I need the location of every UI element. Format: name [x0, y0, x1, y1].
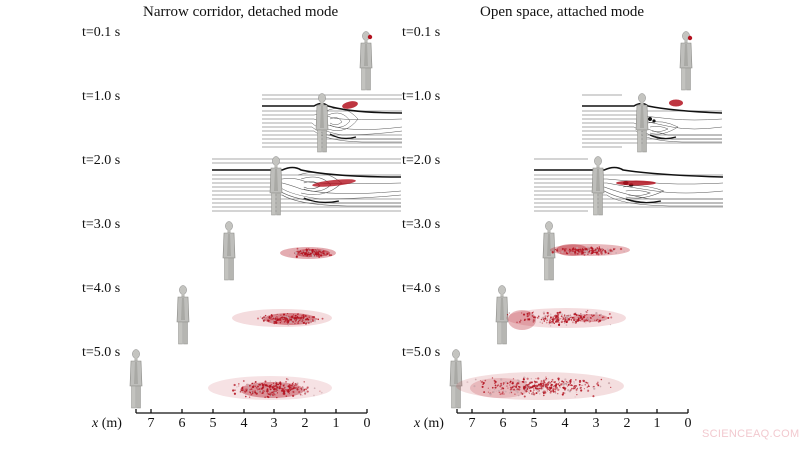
panel-title-right: Open space, attached mode [480, 4, 645, 20]
x-axis-title-left: x (m) [92, 416, 122, 431]
person-figure [359, 31, 373, 91]
x-tick-label: 0 [363, 416, 371, 431]
x-tick-label: 4 [561, 416, 569, 431]
x-tick-label: 5 [530, 416, 538, 431]
time-label: t=4.0 s [82, 281, 121, 296]
streamline-plot [261, 94, 403, 148]
x-tick-label: 2 [623, 416, 631, 431]
x-tick-label: 3 [270, 416, 278, 431]
time-label: t=3.0 s [82, 217, 121, 232]
x-tick-label: 1 [332, 416, 340, 431]
time-label: t=3.0 s [402, 217, 441, 232]
watermark: SCIENCEAQ.COM [702, 428, 800, 440]
time-label: t=2.0 s [402, 153, 441, 168]
x-tick-label: 6 [178, 416, 186, 431]
x-tick-label: 7 [468, 416, 476, 431]
time-label: t=0.1 s [82, 25, 121, 40]
x-tick-label: 7 [147, 416, 155, 431]
x-tick-label: 6 [499, 416, 507, 431]
time-label: t=5.0 s [82, 345, 121, 360]
time-label: t=2.0 s [82, 153, 121, 168]
x-axis-left [135, 409, 368, 414]
x-tick-label: 2 [301, 416, 309, 431]
time-label: t=5.0 s [402, 345, 441, 360]
x-axis-right [456, 409, 689, 414]
time-label: t=0.1 s [402, 25, 441, 40]
x-tick-label: 5 [209, 416, 217, 431]
streamline-plot [210, 157, 403, 213]
x-tick-label: 1 [653, 416, 661, 431]
time-label: t=1.0 s [402, 89, 441, 104]
x-axis-title-right: x (m) [414, 416, 444, 431]
x-tick-label: 4 [240, 416, 248, 431]
time-label: t=4.0 s [402, 281, 441, 296]
x-tick-label: 0 [684, 416, 692, 431]
time-label: t=1.0 s [82, 89, 121, 104]
panel-title-left: Narrow corridor, detached mode [143, 4, 339, 20]
streamline-plot [581, 94, 723, 148]
x-tick-label: 3 [592, 416, 600, 431]
